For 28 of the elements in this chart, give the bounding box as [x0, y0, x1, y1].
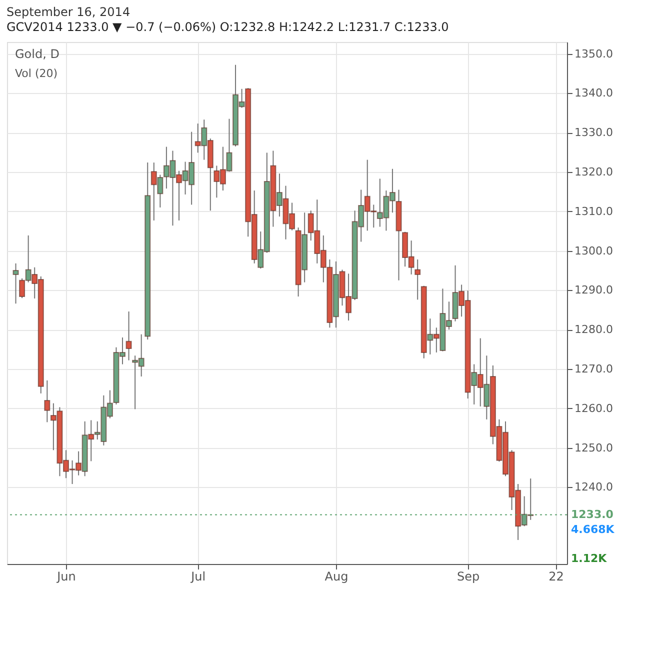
y-tick-label: 1320.0 [574, 166, 613, 179]
y-tick-label: 1300.0 [574, 244, 613, 258]
y-tick-label: 1340.0 [574, 86, 613, 100]
chart-title: September 16, 2014 [6, 5, 130, 19]
text: 1.12K [571, 552, 608, 565]
y-tick-label: 1290.0 [574, 284, 613, 297]
text: 4.668K [571, 523, 615, 536]
chart-subtitle: GCV2014 1233.0 ▼ −0.7 (−0.06%) O:1232.8 H:1242.2 L:1231.7 C:1233.0 [6, 20, 449, 34]
y-tick-label: 1310.0 [574, 204, 613, 218]
x-tick-label: Sep [457, 570, 480, 584]
x-tick-label: 22 [548, 570, 564, 584]
x-tick-label: Aug [324, 570, 348, 584]
y-tick-label: 1270.0 [574, 362, 613, 376]
candlestick [126, 310, 132, 361]
x-tick-label: Jun [56, 570, 76, 584]
y-tick-label: 1350.0 [574, 47, 613, 60]
x-tick-label: Jul [190, 570, 206, 584]
y-tick-label: 1280.0 [574, 323, 613, 336]
candlestick [12, 262, 19, 304]
annotation: Gold, D [15, 47, 60, 61]
candlestick [414, 258, 421, 300]
ref-line-label: 1233.0 [571, 508, 614, 521]
y-tick-label: 1330.0 [574, 126, 613, 140]
annotation: Vol (20) [15, 67, 58, 80]
candlestick [44, 380, 50, 423]
y-tick-label: 1250.0 [574, 441, 613, 454]
y-tick-label: 1260.0 [574, 402, 613, 415]
y-tick-label: 1240.0 [574, 480, 613, 494]
